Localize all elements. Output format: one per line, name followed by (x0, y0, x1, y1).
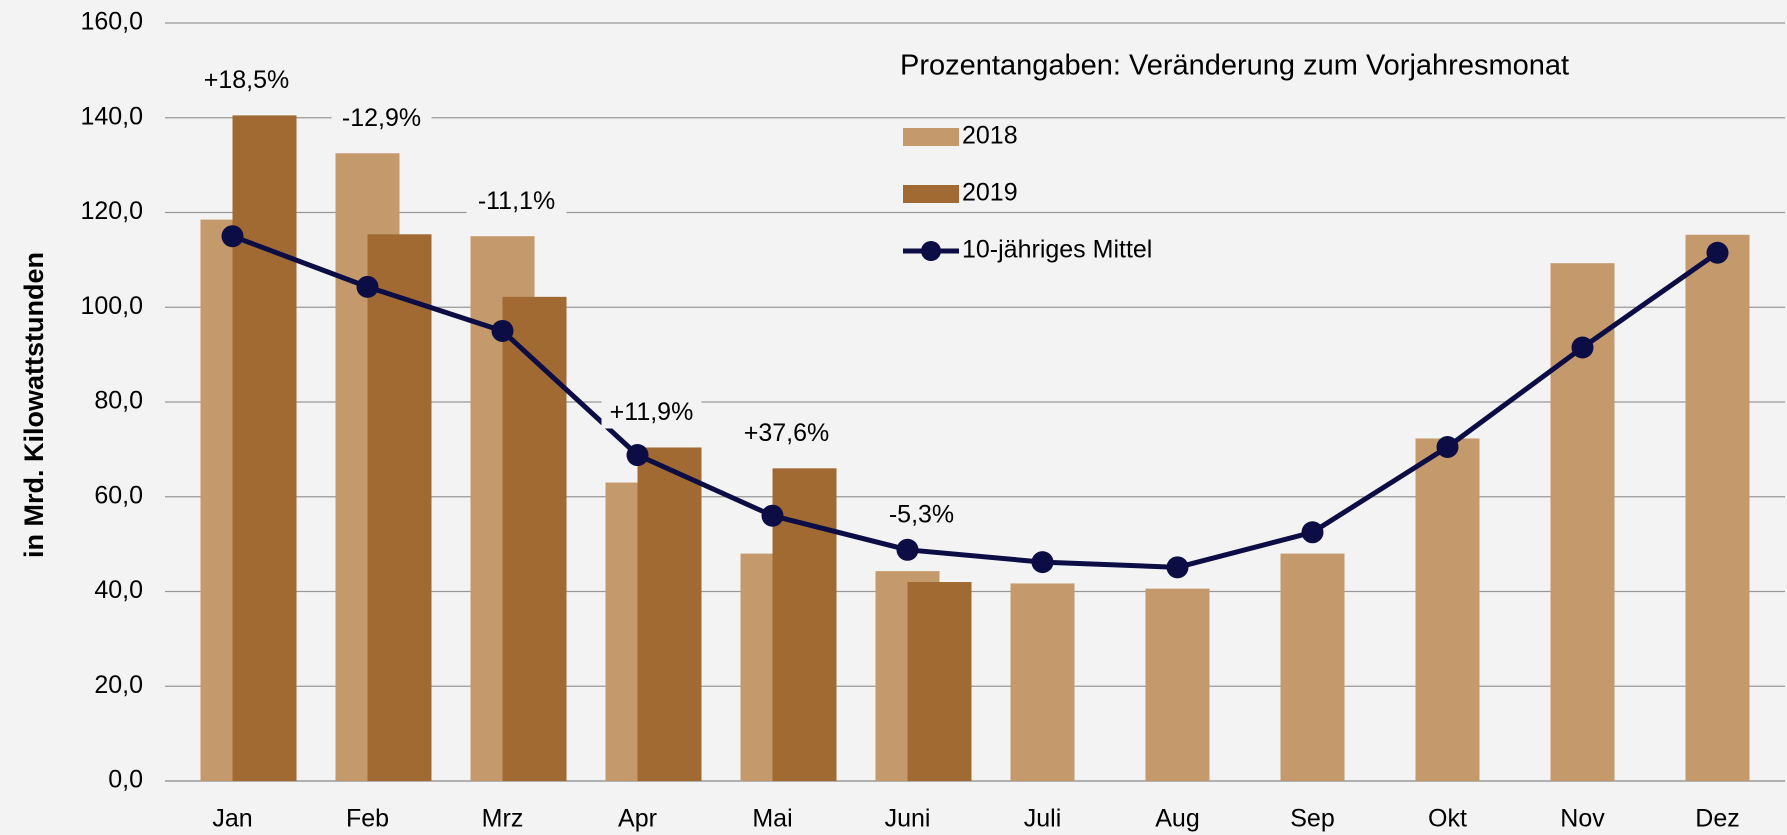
x-tick-label: Okt (1428, 805, 1467, 833)
y-axis-title: in Mrd. Kilowattstunden (19, 252, 49, 558)
line-marker (626, 444, 649, 467)
line-marker (221, 225, 244, 248)
bar (1415, 438, 1480, 781)
annotation: +37,6% (744, 419, 830, 447)
annotation-bg (736, 419, 837, 450)
bar (502, 296, 567, 781)
annotation-bg (331, 104, 432, 135)
x-tick-label: Juli (1024, 805, 1062, 833)
bar (907, 582, 972, 781)
bar (1280, 553, 1345, 781)
line-marker (1706, 241, 1729, 264)
legend-swatch (903, 128, 959, 146)
annotation: -12,9% (342, 104, 421, 132)
bar (1685, 234, 1750, 782)
line-marker (1301, 521, 1324, 544)
bar (232, 115, 297, 782)
bar (1010, 583, 1075, 781)
y-tick-label: 20,0 (94, 671, 143, 699)
bar (1145, 588, 1210, 781)
y-tick-label: 40,0 (94, 576, 143, 604)
line-marker (356, 275, 379, 298)
line-marker (896, 538, 919, 561)
annotation-bg (196, 66, 297, 97)
bar (637, 447, 702, 781)
x-tick-label: Nov (1560, 805, 1605, 833)
y-tick-label: 140,0 (80, 102, 143, 130)
line-marker (1436, 436, 1459, 459)
annotation: +18,5% (204, 66, 290, 94)
x-tick-label: Apr (618, 805, 657, 833)
x-tick-label: Mai (752, 805, 792, 833)
annotation-bg (871, 500, 972, 531)
y-tick-label: 60,0 (94, 481, 143, 509)
y-tick-label: 160,0 (80, 8, 143, 36)
x-tick-label: Jan (212, 805, 252, 833)
x-tick-label: Feb (346, 805, 389, 833)
legend-label: 2018 (962, 122, 1018, 150)
x-tick-label: Juni (885, 805, 931, 833)
x-tick-label: Sep (1290, 805, 1334, 833)
x-tick-label: Dez (1695, 805, 1739, 833)
annotation-bg (601, 398, 702, 429)
legend-swatch (903, 185, 959, 203)
annotation: +11,9% (610, 398, 694, 426)
annotation: -5,3% (889, 500, 954, 528)
x-tick-label: Aug (1155, 805, 1199, 833)
legend-swatch-marker (921, 241, 941, 261)
line (231, 233, 1719, 570)
line-marker (1031, 551, 1054, 574)
annotation-bg (466, 187, 567, 218)
x-tick-label: Mrz (482, 805, 524, 833)
legend-title: Prozentangaben: Veränderung zum Vorjahre… (900, 50, 1569, 82)
line-marker (761, 504, 784, 527)
legend-label: 2019 (962, 179, 1018, 207)
annotation: -11,1% (478, 187, 555, 215)
y-tick-label: 120,0 (80, 197, 143, 225)
y-tick-label: 0,0 (108, 766, 143, 794)
legend-label: 10-jähriges Mittel (962, 236, 1152, 264)
line-marker (491, 319, 514, 342)
line-marker (1571, 336, 1594, 359)
line-marker (1166, 556, 1189, 579)
y-tick-label: 80,0 (94, 387, 143, 415)
bar (367, 234, 432, 782)
y-tick-label: 100,0 (80, 292, 143, 320)
